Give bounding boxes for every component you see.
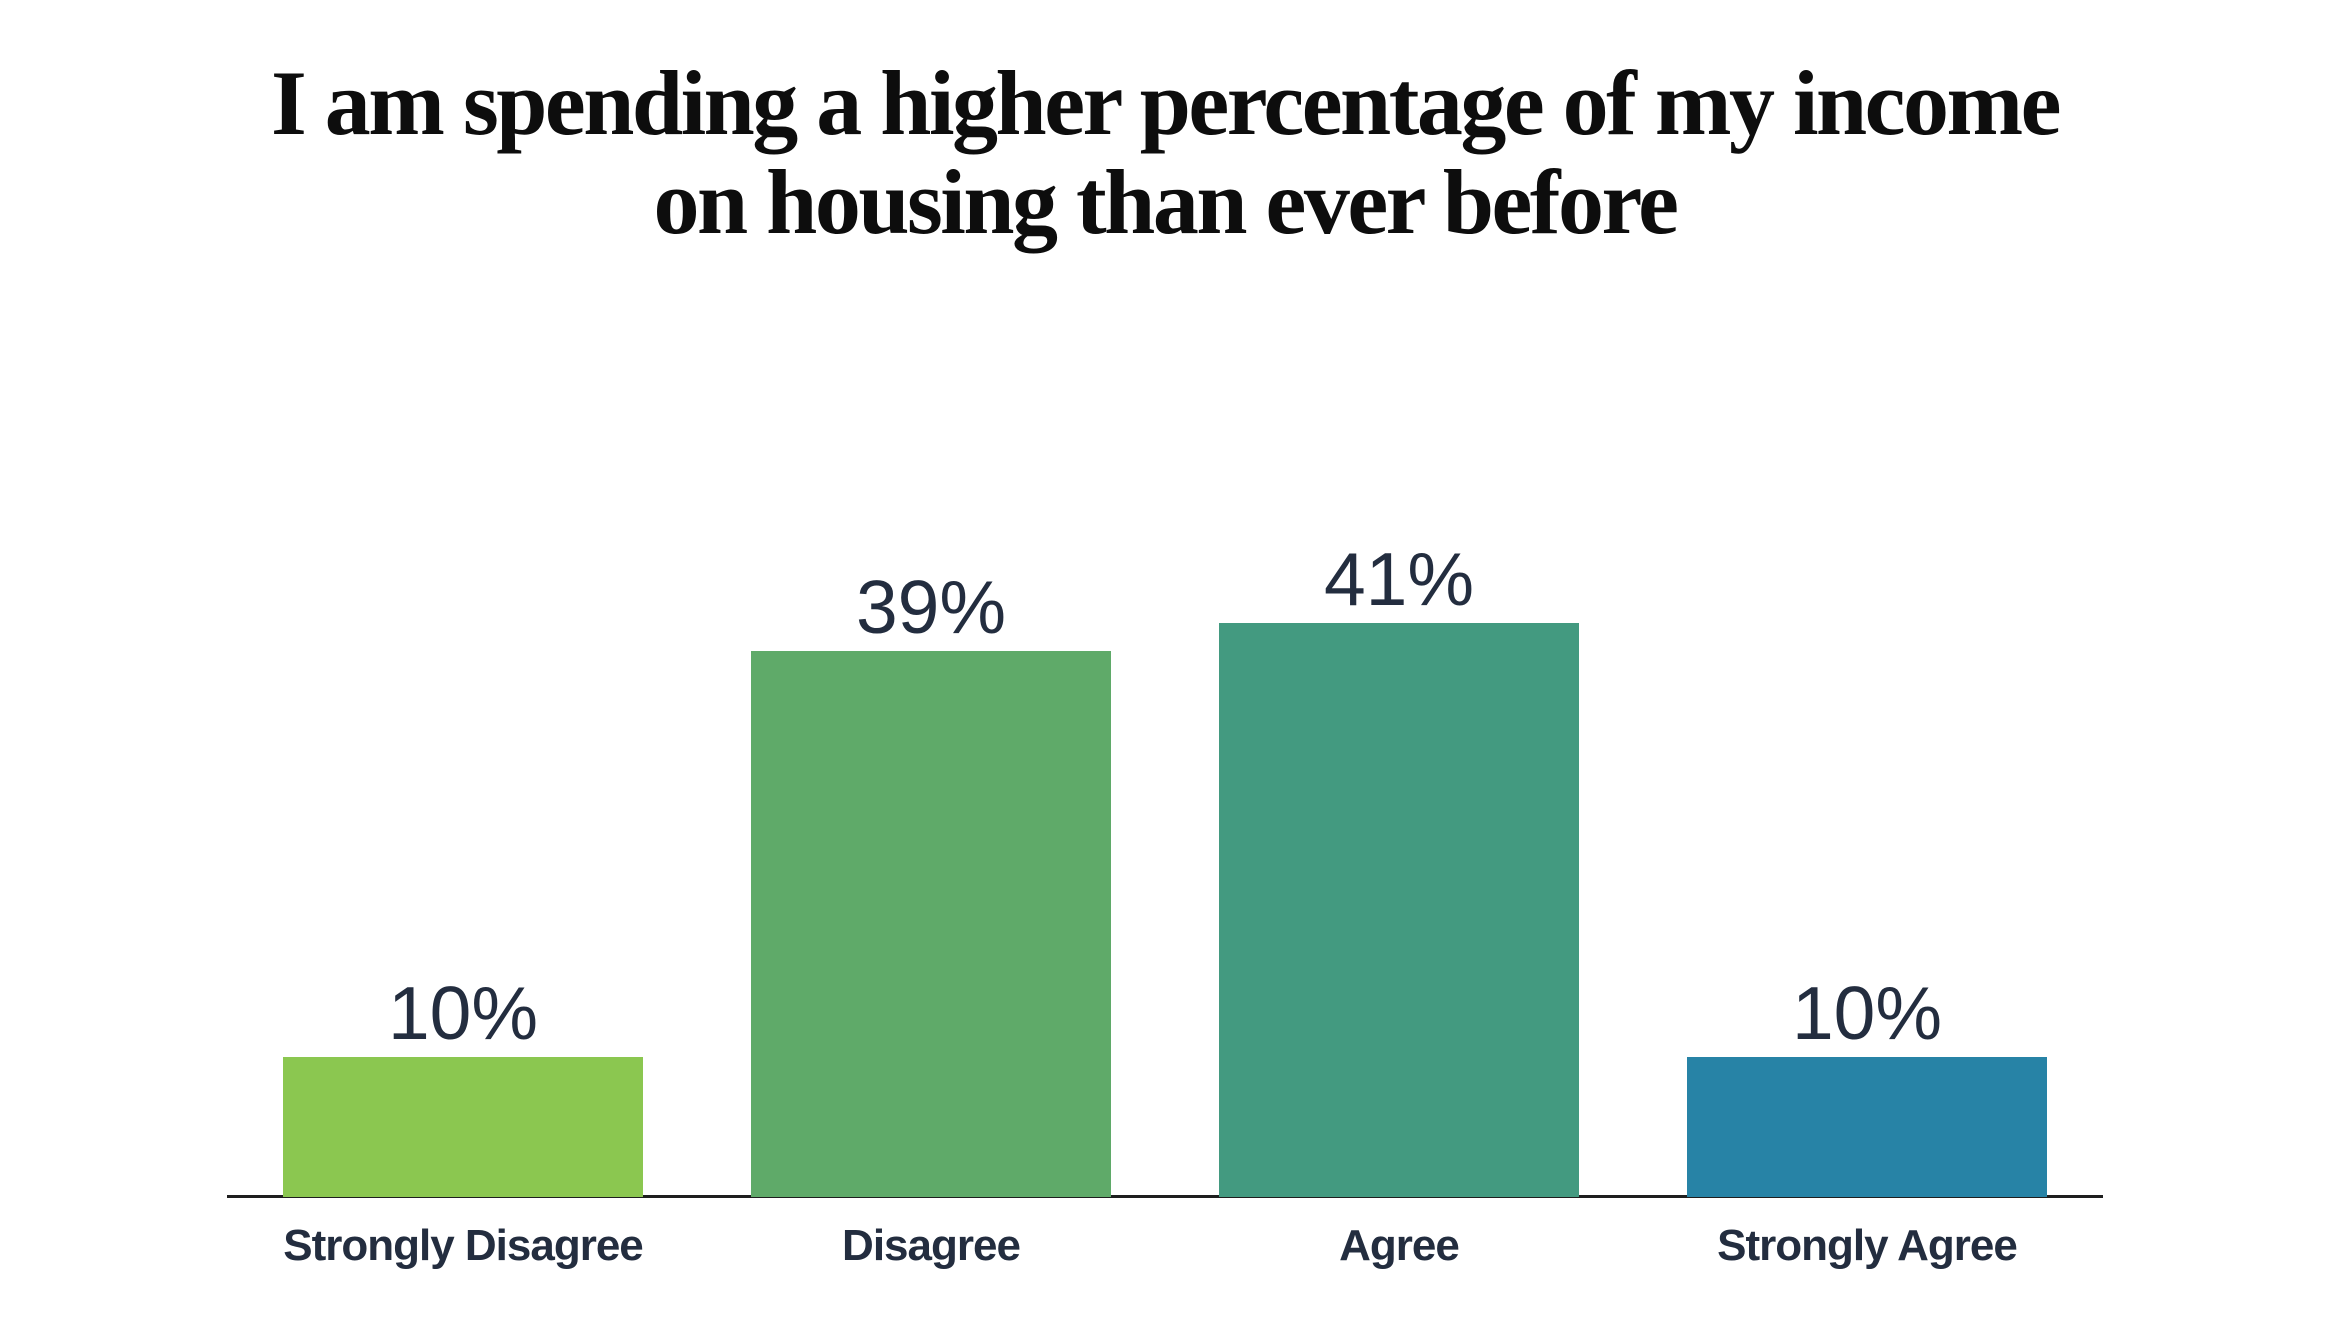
bar-strongly-agree [1687, 1057, 2047, 1197]
axis-label-disagree: Disagree [842, 1221, 1021, 1270]
chart-title-line-2: on housing than ever before [653, 151, 1679, 254]
axis-label-strongly-agree: Strongly Agree [1717, 1221, 2018, 1270]
bar-value-label-disagree: 39% [855, 565, 1007, 649]
bar-agree [1219, 623, 1579, 1197]
x-axis-line [227, 1195, 2103, 1198]
axis-label-strongly-disagree: Strongly Disagree [283, 1221, 644, 1270]
bar-strongly-disagree [283, 1057, 643, 1197]
bar-value-label-strongly-disagree: 10% [387, 971, 539, 1055]
bar-group-strongly-disagree: 10% Strongly Disagree [283, 0, 644, 1328]
bar-group-disagree: 39% Disagree [751, 0, 1111, 1328]
chart-title-line-1: I am spending a higher percentage of my … [271, 52, 2061, 154]
bar-value-label-strongly-agree: 10% [1791, 971, 1943, 1055]
chart-title: I am spending a higher percentage of my … [0, 52, 2330, 254]
axis-label-agree: Agree [1339, 1221, 1460, 1270]
bar-value-label-agree: 41% [1323, 537, 1475, 621]
bar-group-strongly-agree: 10% Strongly Agree [1687, 0, 2047, 1328]
bar-disagree [751, 651, 1111, 1197]
bar-group-agree: 41% Agree [1219, 0, 1579, 1328]
